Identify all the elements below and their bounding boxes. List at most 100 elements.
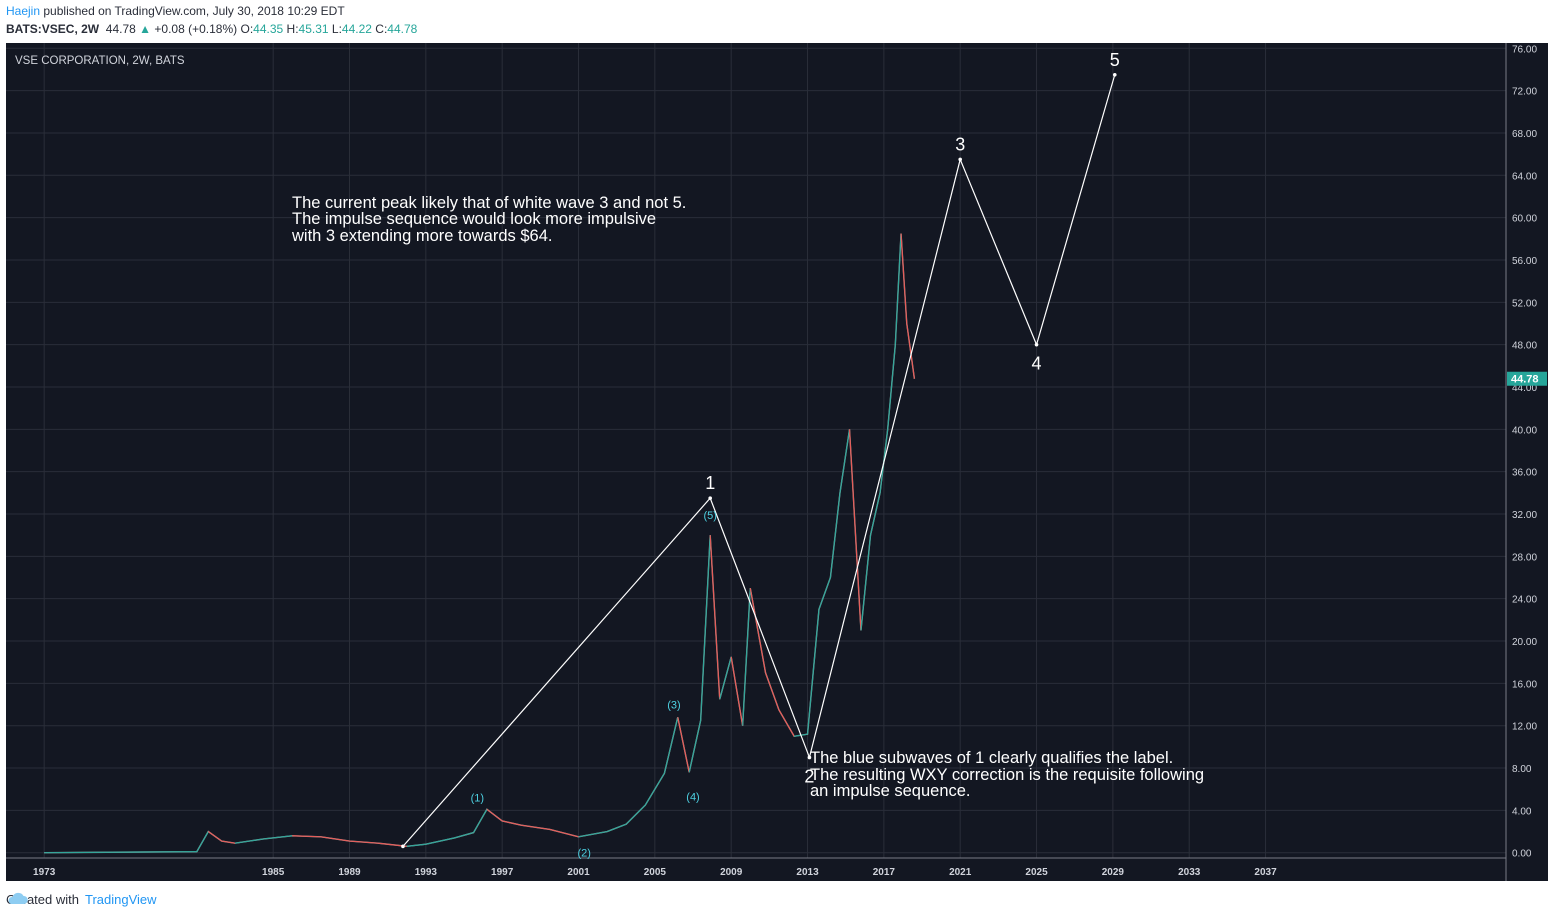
high-label: H: [286,22,299,36]
symbol-label: BATS:VSEC, 2W [6,22,100,36]
price-segment [473,809,488,833]
price-segment [234,838,264,844]
subwave-label: (1) [471,793,484,805]
low-label: L: [331,22,342,36]
price-segment [549,828,579,838]
price-segment [764,672,780,711]
price-segment [719,656,732,700]
price-segment [839,429,851,493]
price-segment [749,587,767,673]
up-arrow-icon: ▲ [139,22,152,36]
open-value: 44.35 [253,22,284,36]
current-price-tag: 44.78 [1511,374,1539,386]
annotation-top-line-3: with 3 extending more towards $64. [291,227,552,245]
wave-lines [401,72,1117,849]
y-tick-label: 72.00 [1512,87,1537,98]
price-segment [292,835,321,838]
annotation-top-line-2: The impulse sequence would look more imp… [292,210,656,228]
wave-label: 3 [955,134,965,154]
y-tick-label: 48.00 [1512,341,1537,352]
price-segment [818,577,831,610]
price-segment [894,233,902,345]
subwave-label: (5) [703,510,716,522]
y-tick-label: 76.00 [1512,44,1537,55]
y-tick-label: 24.00 [1512,595,1537,606]
subwave-label: (2) [578,848,591,860]
price-series [44,233,916,854]
price-segment [848,429,862,631]
grid [6,43,1506,858]
x-tick-label: 2025 [1025,867,1048,878]
y-tick-label: 0.00 [1512,849,1532,860]
wave-path [402,74,1116,847]
axes: 0.00 4.00 8.00 12.00 16.00 20.00 24.00 28.00 32.… [6,43,1537,881]
open-label: O: [240,22,254,36]
annotation-bottom-line-3: an impulse sequence. [810,782,971,800]
price-segment [806,609,820,735]
current-price-tag-bg [1507,371,1547,386]
x-tick-label: 2017 [873,867,896,878]
subwave-label: (3) [667,700,680,712]
price-segment [742,588,751,726]
price-segment [425,837,455,845]
chart-area[interactable]: 0.00 4.00 8.00 12.00 16.00 20.00 24.00 28.00 32.… [6,43,1548,881]
y-tick-label: 20.00 [1512,637,1537,648]
price-segment [700,535,711,721]
x-tick-label: 1997 [491,867,514,878]
price-segment [502,820,522,826]
x-tick-label: 1985 [262,867,285,878]
wave-label: 2 [804,766,814,786]
price-segment [709,535,721,700]
price-segment [778,709,795,737]
price-segment [906,323,915,379]
wave-point [401,844,405,849]
y-tick-label: 40.00 [1512,425,1537,436]
y-tick-label: 68.00 [1512,129,1537,140]
high-value: 45.31 [298,22,329,36]
wave-point [1112,72,1117,77]
wave-labels: 1 2 3 4 5 (1) (2) (3) (4) (5) [471,50,1120,860]
x-tick-label: 2001 [567,867,590,878]
tradingview-brand: TradingView [84,892,157,907]
wave-label: 1 [705,473,715,493]
subwave-label: (4) [686,792,699,804]
price-segment [663,717,679,774]
symbol-info: BATS:VSEC, 2W 44.78 ▲ +0.08 (+0.18%) O:4… [6,22,417,36]
price-segment [44,851,197,854]
price-segment [644,773,665,806]
wave-point [1034,342,1039,347]
price-segment [207,831,222,842]
wave-point [807,755,812,760]
price-segment [454,832,474,839]
price-segment [263,835,293,840]
price-segment [486,808,503,822]
y-tick-label: 44.00 [1512,383,1537,394]
author-link[interactable]: Haejin [6,4,41,18]
close-value: 44.78 [387,22,418,36]
annotation-bottom-line-1: The blue subwaves of 1 clearly qualifies… [810,749,1173,767]
price-segment [900,233,908,324]
y-tick-label: 36.00 [1512,468,1537,479]
price-segment [860,535,872,631]
x-tick-label: 1989 [338,867,361,878]
y-tick-label: 16.00 [1512,679,1537,690]
x-tick-label: 2013 [796,867,819,878]
price-segment [625,804,646,825]
tradingview-link[interactable]: TradingView [8,892,157,907]
annotation-bottom-line-2: The resulting WXY correction is the requ… [810,766,1204,784]
y-tick-label: 52.00 [1512,298,1537,309]
cloud-icon [8,892,28,904]
chart-title: VSE CORPORATION, 2W, BATS [15,55,185,67]
price-chart[interactable]: 0.00 4.00 8.00 12.00 16.00 20.00 24.00 28.00 32.… [6,43,1548,881]
x-tick-label: 2021 [949,867,972,878]
x-tick-label: 1973 [33,867,56,878]
price-segment [887,344,896,430]
price-change: +0.08 (+0.18%) [154,22,238,36]
x-tick-label: 2009 [720,867,743,878]
price-segment [406,843,426,847]
annotation-top-line-1: The current peak likely that of white wa… [292,194,686,212]
price-segment [196,831,209,852]
publish-info: Haejin published on TradingView.com, Jul… [6,4,345,18]
y-tick-label: 32.00 [1512,510,1537,521]
price-segment [521,824,550,831]
